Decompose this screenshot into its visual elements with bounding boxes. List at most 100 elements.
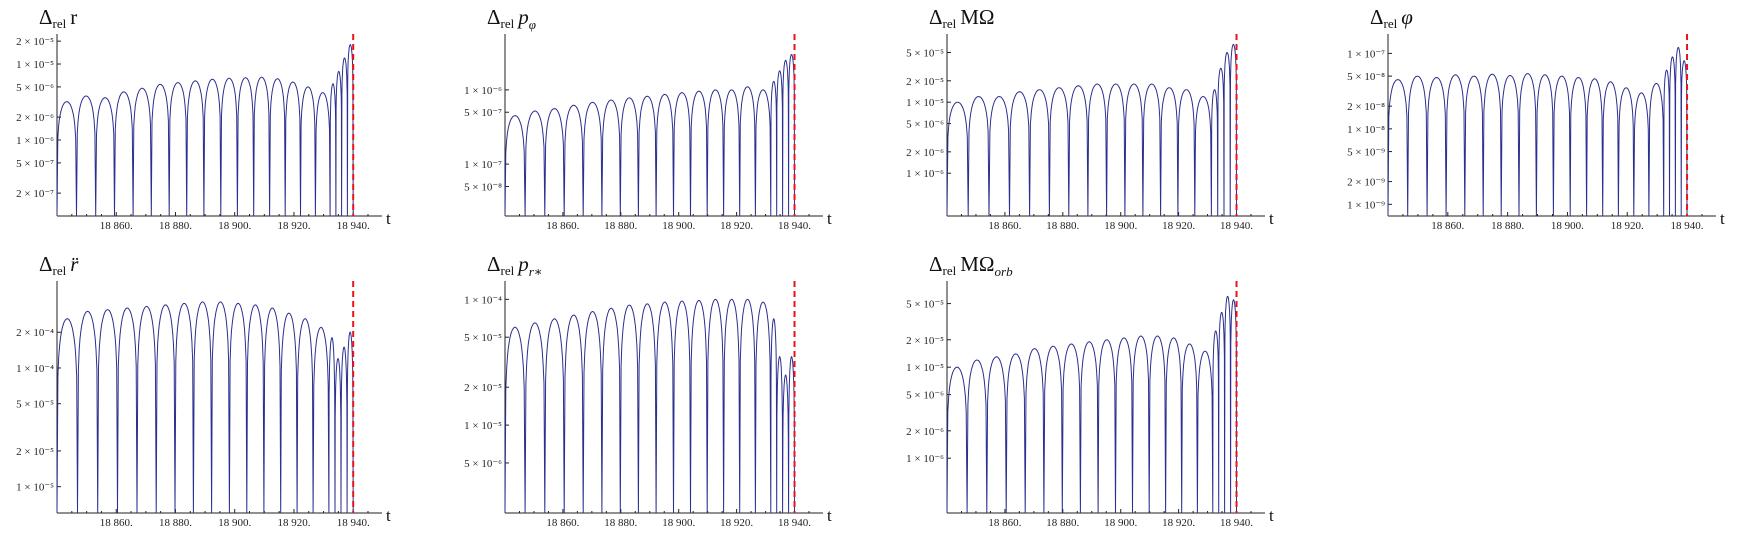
x-tick-label: 18 900. bbox=[662, 220, 695, 232]
y-tick-label: 5 × 10⁻⁶ bbox=[464, 458, 502, 470]
chart-panel-1: Δrel r t 18 860. 18 880. 18 900. 18 920. 18 940… bbox=[16, 5, 391, 232]
x-tick-label: 18 900. bbox=[1104, 220, 1137, 232]
x-tick-label: 18 940. bbox=[778, 517, 811, 529]
y-tick-label: 5 × 10⁻⁵ bbox=[16, 399, 54, 411]
chart-panel-3: Δrel MΩ t 18 860. 18 880. 18 900. 18 920. 18 94… bbox=[906, 5, 1274, 232]
y-tick-label: 5 × 10⁻⁶ bbox=[906, 390, 944, 402]
y-tick-label: 2 × 10⁻⁴ bbox=[16, 327, 54, 339]
x-axis-label: t bbox=[827, 209, 832, 228]
x-tick-label: 18 860. bbox=[546, 220, 579, 232]
chart-title: Δrel φ bbox=[1370, 5, 1413, 31]
y-tick-label: 2 × 10⁻⁸ bbox=[1347, 101, 1385, 113]
y-tick-label: 1 × 10⁻⁴ bbox=[16, 363, 54, 375]
x-axis-label: t bbox=[1269, 209, 1274, 228]
x-tick-label: 18 880. bbox=[604, 517, 637, 529]
y-tick-label: 5 × 10⁻⁶ bbox=[906, 119, 944, 131]
x-tick-label: 18 920. bbox=[720, 517, 753, 529]
y-tick-label: 5 × 10⁻⁸ bbox=[464, 181, 502, 193]
chart-title: Δrel pφ bbox=[487, 5, 536, 32]
x-tick-label: 18 920. bbox=[1162, 517, 1195, 529]
chart-title: Δrel r bbox=[39, 5, 77, 31]
chart-panel-2: Δrel pφ t 18 860. 18 880. 18 900. 18 920. 18 94… bbox=[464, 5, 832, 232]
y-tick-label: 2 × 10⁻⁶ bbox=[906, 426, 944, 438]
x-tick-label: 18 860. bbox=[100, 517, 133, 529]
x-tick-label: 18 940. bbox=[1220, 220, 1253, 232]
x-tick-label: 18 920. bbox=[1162, 220, 1195, 232]
y-tick-label: 2 × 10⁻⁵ bbox=[464, 382, 502, 394]
chart-panel-5: Δrel r̈ t 18 860. 18 880. 18 900. 18 920. 18 94… bbox=[16, 252, 391, 529]
chart-panel-6: Δrel pr∗ t 18 860. 18 880. 18 900. 18 920. 18 9… bbox=[464, 252, 832, 529]
x-tick-label: 18 880. bbox=[1046, 517, 1079, 529]
x-tick-label: 18 900. bbox=[218, 220, 251, 232]
y-tick-label: 5 × 10⁻⁸ bbox=[1347, 71, 1385, 83]
series-line bbox=[56, 43, 354, 217]
y-tick-label: 1 × 10⁻⁶ bbox=[906, 453, 944, 465]
y-tick-label: 5 × 10⁻⁹ bbox=[1347, 147, 1385, 159]
x-tick-label: 18 860. bbox=[1431, 220, 1464, 232]
series-line bbox=[1387, 46, 1688, 217]
x-tick-label: 18 880. bbox=[1046, 220, 1079, 232]
y-tick-label: 2 × 10⁻⁵ bbox=[906, 76, 944, 88]
y-tick-label: 5 × 10⁻⁶ bbox=[16, 82, 54, 94]
chart-title: Δrel pr∗ bbox=[487, 252, 543, 279]
chart-panel-4: Δrel φ t 18 860. 18 880. 18 900. 18 920. 18 940… bbox=[1347, 5, 1725, 232]
x-tick-label: 18 880. bbox=[159, 220, 192, 232]
x-tick-label: 18 860. bbox=[988, 517, 1021, 529]
series-line bbox=[504, 53, 795, 217]
y-tick-label: 1 × 10⁻⁵ bbox=[16, 482, 54, 494]
x-tick-label: 18 880. bbox=[1491, 220, 1524, 232]
y-tick-label: 1 × 10⁻⁶ bbox=[16, 135, 54, 147]
x-tick-label: 18 920. bbox=[277, 517, 310, 529]
series-line bbox=[56, 301, 354, 514]
x-tick-label: 18 900. bbox=[218, 517, 251, 529]
x-tick-label: 18 940. bbox=[337, 220, 370, 232]
y-tick-label: 5 × 10⁻⁷ bbox=[464, 107, 502, 119]
x-axis-label: t bbox=[827, 506, 832, 525]
y-tick-label: 2 × 10⁻⁶ bbox=[906, 147, 944, 159]
y-tick-label: 1 × 10⁻⁶ bbox=[906, 168, 944, 180]
x-axis-label: t bbox=[386, 506, 391, 525]
y-tick-label: 5 × 10⁻⁵ bbox=[906, 48, 944, 60]
x-tick-label: 18 860. bbox=[100, 220, 133, 232]
x-tick-label: 18 900. bbox=[1104, 517, 1137, 529]
x-tick-label: 18 880. bbox=[604, 220, 637, 232]
x-tick-label: 18 900. bbox=[1551, 220, 1584, 232]
y-tick-label: 1 × 10⁻⁴ bbox=[464, 294, 502, 306]
x-tick-label: 18 940. bbox=[1220, 517, 1253, 529]
y-tick-label: 5 × 10⁻⁵ bbox=[464, 332, 502, 344]
x-tick-label: 18 880. bbox=[159, 517, 192, 529]
series-line bbox=[504, 298, 795, 514]
x-axis-label: t bbox=[1720, 209, 1725, 228]
y-tick-label: 1 × 10⁻⁹ bbox=[1347, 199, 1385, 211]
x-tick-label: 18 860. bbox=[546, 517, 579, 529]
x-tick-label: 18 860. bbox=[988, 220, 1021, 232]
y-tick-label: 1 × 10⁻⁵ bbox=[464, 420, 502, 432]
x-tick-label: 18 940. bbox=[1671, 220, 1704, 232]
x-tick-label: 18 940. bbox=[337, 517, 370, 529]
y-tick-label: 2 × 10⁻⁵ bbox=[16, 36, 54, 48]
y-tick-label: 2 × 10⁻⁵ bbox=[16, 446, 54, 458]
y-tick-label: 1 × 10⁻⁵ bbox=[906, 97, 944, 109]
x-axis-label: t bbox=[386, 209, 391, 228]
x-tick-label: 18 940. bbox=[778, 220, 811, 232]
x-tick-label: 18 920. bbox=[1611, 220, 1644, 232]
series-line bbox=[946, 295, 1237, 514]
chart-title: Δrel MΩorb bbox=[929, 252, 1013, 279]
y-tick-label: 2 × 10⁻⁷ bbox=[16, 188, 54, 200]
chart-title: Δrel r̈ bbox=[39, 252, 79, 278]
y-tick-label: 2 × 10⁻⁹ bbox=[1347, 177, 1385, 189]
y-tick-label: 1 × 10⁻⁵ bbox=[16, 59, 54, 71]
series-line bbox=[946, 43, 1237, 217]
y-tick-label: 1 × 10⁻⁷ bbox=[1347, 48, 1385, 60]
chart-panel-7: Δrel MΩorb t 18 860. 18 880. 18 900. 18 920. 18… bbox=[906, 252, 1274, 529]
y-tick-label: 1 × 10⁻⁶ bbox=[464, 85, 502, 97]
x-axis-label: t bbox=[1269, 506, 1274, 525]
y-tick-label: 2 × 10⁻⁵ bbox=[906, 335, 944, 347]
x-tick-label: 18 920. bbox=[720, 220, 753, 232]
y-tick-label: 2 × 10⁻⁶ bbox=[16, 112, 54, 124]
x-tick-label: 18 920. bbox=[277, 220, 310, 232]
y-tick-label: 5 × 10⁻⁵ bbox=[906, 299, 944, 311]
y-tick-label: 1 × 10⁻⁵ bbox=[906, 362, 944, 374]
x-tick-label: 18 900. bbox=[662, 517, 695, 529]
